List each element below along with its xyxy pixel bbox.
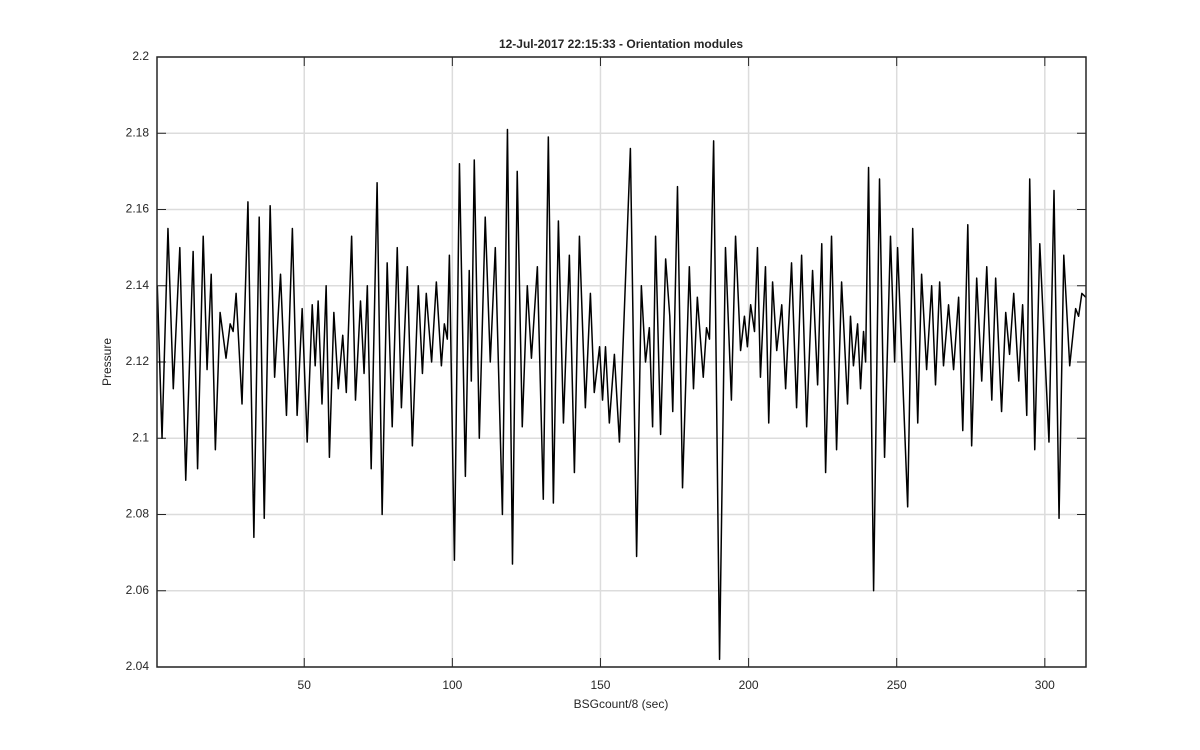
x-tick-label: 200 xyxy=(739,678,759,692)
y-tick-label: 2.18 xyxy=(126,125,150,139)
x-tick-label: 150 xyxy=(590,678,610,692)
x-tick-label: 250 xyxy=(887,678,907,692)
x-axis-label: BSGcount/8 (sec) xyxy=(574,697,669,711)
data-line xyxy=(156,128,1087,661)
y-tick-label: 2.14 xyxy=(126,278,150,292)
chart-title: 12-Jul-2017 22:15:33 - Orientation modul… xyxy=(499,37,743,51)
y-axis-label: Pressure xyxy=(100,338,114,386)
y-tick-label: 2.16 xyxy=(126,202,150,216)
axes-box xyxy=(156,56,1087,668)
x-tick-label: 50 xyxy=(298,678,312,692)
y-tick-label: 2.06 xyxy=(126,583,150,597)
x-tick-label: 100 xyxy=(442,678,462,692)
y-tick-label: 2.1 xyxy=(132,430,149,444)
y-tick-label: 2.2 xyxy=(132,49,149,63)
y-tick-label: 2.04 xyxy=(126,659,150,673)
y-tick-label: 2.08 xyxy=(126,507,150,521)
x-tick-label: 300 xyxy=(1035,678,1055,692)
y-tick-label: 2.12 xyxy=(126,354,150,368)
